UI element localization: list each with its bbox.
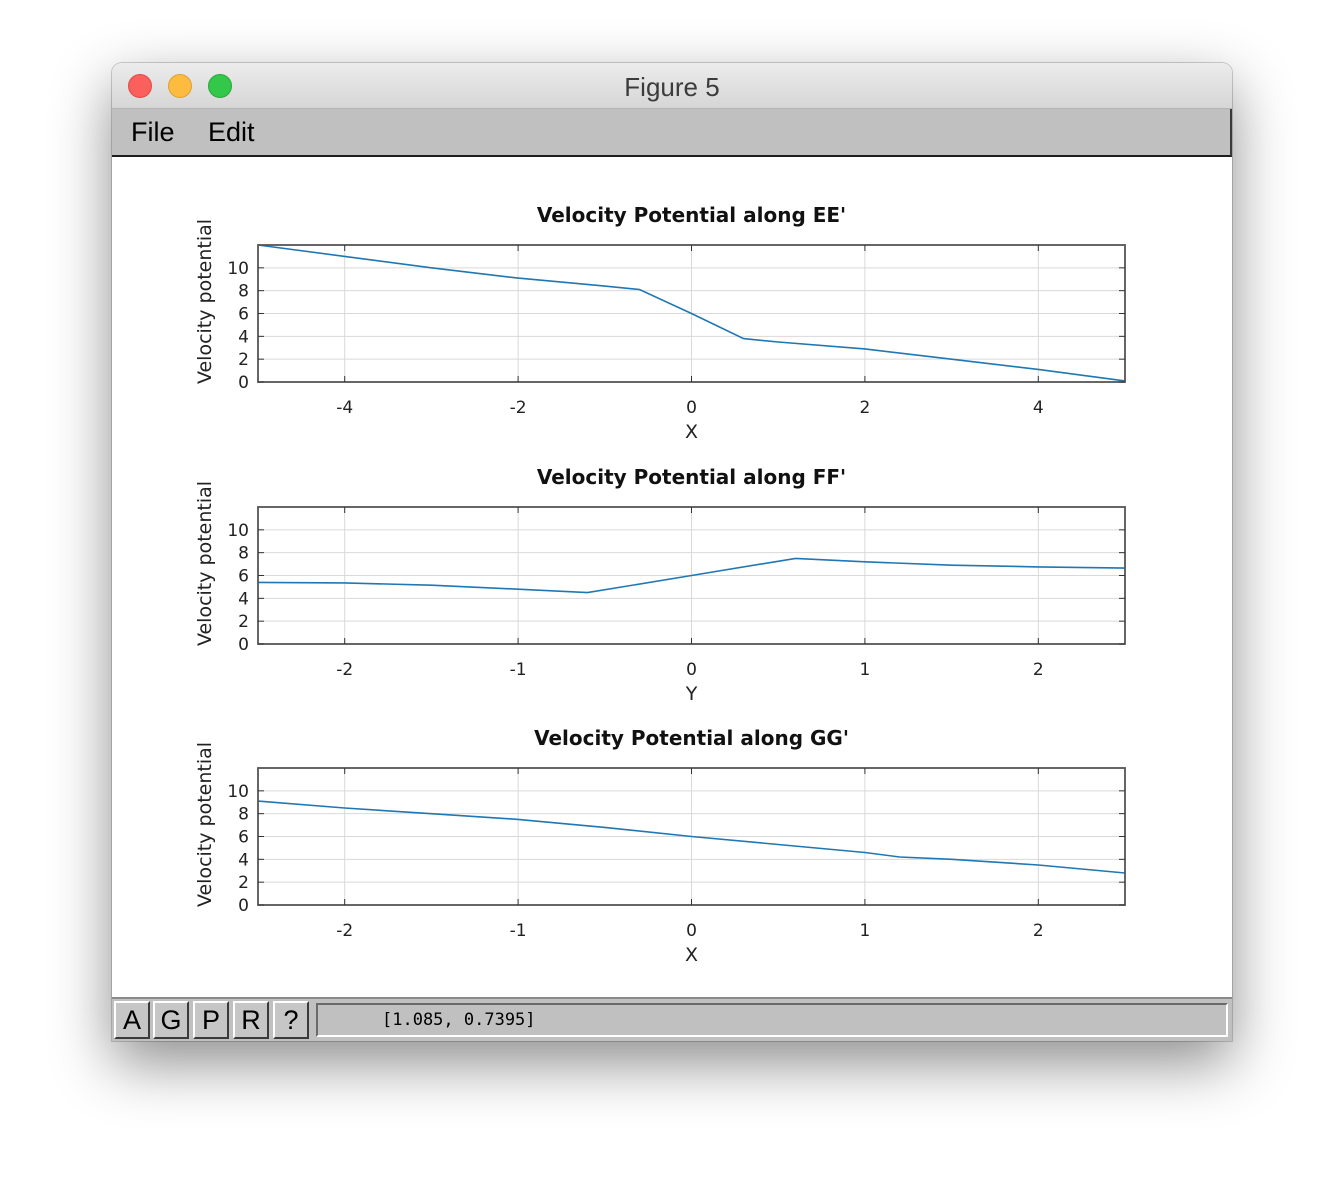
y-axis-label: Velocity potential [194, 742, 216, 907]
y-tick-label: 0 [238, 373, 249, 393]
menu-edit[interactable]: Edit [208, 117, 255, 147]
bottom-toolbar: A G P R ? [1.085, 0.7395] [112, 997, 1232, 1041]
y-tick-label: 2 [238, 350, 249, 370]
y-tick-label: 10 [227, 259, 249, 279]
series-line [257, 800, 1126, 874]
x-tick-label: 2 [1033, 921, 1044, 941]
chart-title: Velocity Potential along FF' [537, 465, 846, 489]
figure-window: Figure 5 File Edit 0 2 4 6 8 10 -4 -2 0 2 4 Velocit… [112, 63, 1232, 1041]
y-tick-label: 6 [238, 828, 249, 848]
y-tick-label: 8 [238, 544, 249, 564]
window-title: Figure 5 [624, 72, 720, 102]
axis-button[interactable]: A [114, 1001, 150, 1039]
help-button[interactable]: ? [273, 1001, 309, 1039]
x-tick-label: 2 [859, 398, 870, 418]
y-tick-label: 10 [227, 782, 249, 802]
y-tick-label: 6 [238, 567, 249, 587]
maximize-window-button[interactable] [208, 74, 232, 98]
x-tick-label: 1 [859, 660, 870, 680]
x-tick-label: 1 [859, 921, 870, 941]
x-axis-label: X [685, 421, 698, 443]
chart-title: Velocity Potential along GG' [534, 726, 849, 750]
x-tick-label: -1 [510, 921, 527, 941]
reset-button[interactable]: R [233, 1001, 269, 1039]
subplot-3[interactable]: 0 2 46 8 10 -2 -1 0 1 2 Velocity Potential along G… [194, 726, 1126, 966]
close-window-button[interactable] [128, 74, 152, 98]
series-line [257, 244, 1126, 382]
x-tick-label: -4 [336, 398, 353, 418]
y-tick-label: 0 [238, 896, 249, 916]
y-tick-label: 2 [238, 873, 249, 893]
x-tick-label: 0 [686, 398, 697, 418]
y-tick-label: 8 [238, 805, 249, 825]
y-tick-label: 10 [227, 521, 249, 541]
menu-bar: File Edit [112, 109, 1232, 157]
plot-area[interactable]: 0 2 4 6 8 10 -4 -2 0 2 4 Velocity Potential along E… [112, 157, 1232, 997]
x-axis-label: X [685, 944, 698, 966]
y-tick-label: 4 [238, 327, 249, 347]
pan-button[interactable]: P [193, 1001, 229, 1039]
x-tick-label: 0 [686, 921, 697, 941]
y-tick-label: 8 [238, 282, 249, 302]
y-tick-label: 4 [238, 850, 249, 870]
x-tick-label: 0 [686, 660, 697, 680]
menu-file[interactable]: File [131, 117, 175, 147]
title-bar[interactable]: Figure 5 [112, 63, 1232, 109]
x-tick-label: 2 [1033, 660, 1044, 680]
minimize-window-button[interactable] [168, 74, 192, 98]
x-tick-label: -2 [336, 660, 353, 680]
x-tick-label: -2 [510, 398, 527, 418]
chart-title: Velocity Potential along EE' [537, 203, 846, 227]
coordinate-readout: [1.085, 0.7395] [316, 1003, 1228, 1037]
x-tick-label: -2 [336, 921, 353, 941]
grid-button[interactable]: G [153, 1001, 189, 1039]
subplot-2[interactable]: 0 2 46 8 10 -2 -1 0 1 2 Velocity Potential along F… [194, 465, 1126, 705]
y-tick-label: 0 [238, 635, 249, 655]
x-tick-label: -1 [510, 660, 527, 680]
y-tick-label: 4 [238, 589, 249, 609]
y-tick-label: 6 [238, 305, 249, 325]
x-axis-label: Y [685, 683, 698, 705]
series-line [257, 557, 1126, 594]
x-tick-label: 4 [1033, 398, 1044, 418]
y-tick-label: 2 [238, 612, 249, 632]
y-axis-label: Velocity potential [194, 481, 216, 646]
y-axis-label: Velocity potential [194, 219, 216, 384]
